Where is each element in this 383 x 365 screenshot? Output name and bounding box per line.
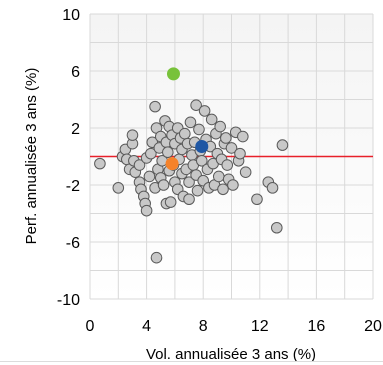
y-tick-label: 6 bbox=[71, 64, 80, 81]
highlight-point bbox=[166, 67, 180, 81]
x-axis-title: Vol. annualisée 3 ans (%) bbox=[146, 346, 316, 363]
y-tick-label: -2 bbox=[66, 178, 80, 195]
data-point bbox=[221, 159, 234, 171]
data-points bbox=[94, 99, 289, 264]
data-point bbox=[157, 179, 170, 191]
data-point bbox=[220, 132, 232, 144]
data-point bbox=[234, 147, 246, 160]
data-point bbox=[217, 183, 229, 196]
data-point bbox=[227, 179, 239, 191]
highlight-points bbox=[165, 67, 209, 171]
data-point bbox=[266, 182, 279, 194]
data-point bbox=[145, 147, 157, 160]
data-point bbox=[162, 146, 174, 159]
x-tick-label: 4 bbox=[142, 318, 151, 335]
highlight-point bbox=[165, 157, 179, 171]
data-point bbox=[190, 99, 202, 111]
data-point bbox=[184, 116, 197, 129]
data-point bbox=[133, 159, 146, 171]
x-tick-label: 12 bbox=[251, 318, 269, 335]
data-point bbox=[126, 129, 139, 141]
tick-labels: 0 4 8 12 16 20 10 6 2 -2 -6 -10 bbox=[57, 7, 382, 335]
data-point bbox=[237, 130, 249, 143]
data-point bbox=[251, 193, 263, 206]
data-point bbox=[149, 100, 161, 113]
data-point bbox=[270, 221, 283, 234]
data-point bbox=[191, 184, 204, 197]
data-point bbox=[276, 139, 289, 151]
data-point bbox=[183, 193, 195, 206]
x-tick-label: 8 bbox=[199, 318, 208, 335]
y-tick-label: -6 bbox=[66, 235, 80, 252]
y-tick-label: 10 bbox=[62, 7, 80, 24]
highlight-point bbox=[195, 140, 209, 154]
x-tick-label: 0 bbox=[86, 318, 95, 335]
data-point bbox=[94, 157, 106, 170]
data-point bbox=[179, 127, 191, 140]
data-point bbox=[212, 170, 225, 183]
data-point bbox=[195, 154, 208, 167]
bottom-divider bbox=[0, 361, 383, 362]
data-point bbox=[164, 196, 177, 208]
data-point bbox=[205, 113, 218, 126]
y-axis-title: Perf. annualisée 3 ans (%) bbox=[23, 68, 40, 245]
data-point bbox=[112, 182, 125, 194]
x-tick-label: 16 bbox=[308, 318, 326, 335]
data-point bbox=[150, 251, 163, 264]
y-tick-label: -10 bbox=[57, 292, 80, 309]
data-point bbox=[225, 142, 238, 154]
data-point bbox=[183, 176, 195, 188]
data-point bbox=[193, 123, 205, 136]
data-point bbox=[198, 105, 211, 117]
data-point bbox=[140, 204, 153, 217]
y-tick-label: 2 bbox=[71, 121, 80, 138]
data-point bbox=[214, 120, 226, 133]
data-point bbox=[239, 166, 252, 178]
data-point bbox=[143, 170, 156, 183]
x-tick-label: 20 bbox=[364, 318, 382, 335]
